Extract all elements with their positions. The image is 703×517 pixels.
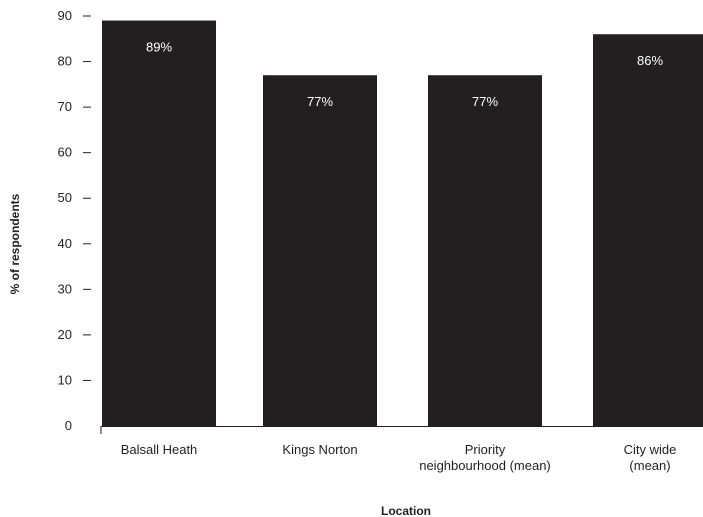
y-tick-label: 50 [58, 190, 72, 205]
y-tick-label: 30 [58, 281, 72, 296]
x-category-label: Balsall Heath [121, 442, 198, 457]
y-tick-label: 0 [65, 418, 72, 433]
y-tick-label: 10 [58, 372, 72, 387]
x-category-label: Priority neighbourhood (mean) [419, 442, 551, 473]
bar-data-label: 89% [146, 40, 172, 55]
y-tick-label: 90 [58, 8, 72, 23]
x-category-label: Kings Norton [282, 442, 357, 457]
bar [263, 75, 377, 426]
y-tick-label: 60 [58, 145, 72, 160]
y-tick-label: 80 [58, 54, 72, 69]
y-tick-label: 70 [58, 99, 72, 114]
bar-data-label: 77% [307, 94, 333, 109]
y-tick-label: 20 [58, 327, 72, 342]
bar-data-label: 77% [472, 94, 498, 109]
x-axis-title: Location [381, 504, 431, 517]
bar [102, 20, 216, 427]
bars-group: 89% 77% 77% 86% [102, 20, 703, 427]
y-axis: 0 10 20 30 40 50 60 70 80 90 [58, 8, 91, 433]
bar-data-label: 86% [637, 53, 663, 68]
bar [593, 34, 703, 426]
x-category-label: City wide (mean) [624, 442, 677, 473]
y-tick-label: 40 [58, 236, 72, 251]
y-axis-title: % of respondents [8, 193, 22, 294]
bar [428, 75, 542, 426]
x-axis: Balsall Heath Kings Norton Priority neighbo… [100, 426, 703, 473]
